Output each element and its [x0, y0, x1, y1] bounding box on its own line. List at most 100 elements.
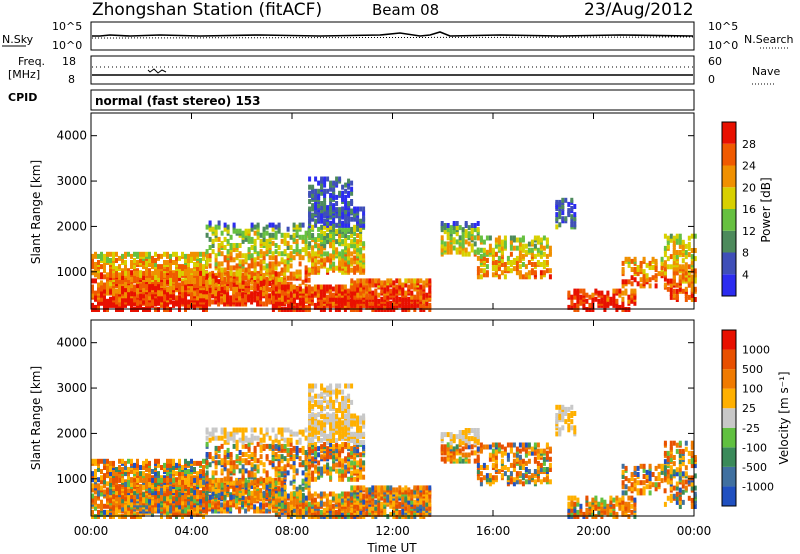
scatter-cell — [184, 469, 187, 474]
scatter-cell — [124, 488, 128, 494]
scatter-cell — [202, 279, 206, 285]
scatter-cell — [286, 253, 290, 259]
scatter-cell — [455, 239, 459, 245]
scatter-cell — [341, 184, 345, 190]
scatter-cell — [175, 279, 179, 285]
scatter-cell — [461, 235, 465, 241]
colorbar-tick-label: 24 — [742, 160, 756, 173]
scatter-cell — [335, 176, 339, 182]
scatter-cell — [621, 300, 625, 306]
scatter-cell — [163, 496, 167, 502]
scatter-cell — [356, 282, 360, 288]
scatter-cell — [214, 488, 218, 494]
scatter-cell — [262, 498, 266, 504]
scatter-cell — [253, 275, 257, 280]
scatter-cell — [311, 224, 315, 230]
scatter-cell — [440, 243, 444, 249]
scatter-cell — [371, 278, 375, 284]
scatter-cell — [573, 216, 577, 222]
scatter-cell — [277, 488, 281, 494]
scatter-cell — [166, 272, 169, 278]
scatter-cell — [136, 462, 139, 468]
scatter-cell — [274, 224, 278, 230]
scatter-cell — [642, 256, 646, 262]
scatter-cell — [187, 460, 190, 466]
scatter-cell — [283, 236, 287, 242]
scatter-cell — [362, 292, 366, 298]
scatter-cell — [94, 483, 97, 489]
scatter-cell — [413, 278, 417, 284]
scatter-cell — [166, 295, 170, 301]
scatter-cell — [217, 251, 221, 257]
scatter-cell — [250, 291, 254, 297]
scatter-cell — [332, 231, 336, 236]
scatter-cell — [142, 498, 146, 504]
scatter-cell — [262, 279, 266, 285]
scatter-cell — [470, 247, 474, 253]
scatter-cell — [142, 287, 146, 293]
scatter-cell — [536, 247, 540, 253]
scatter-cell — [365, 284, 369, 290]
scatter-cell — [503, 235, 507, 241]
scatter-cell — [202, 469, 205, 474]
scatter-cell — [331, 286, 335, 292]
scatter-cell — [217, 454, 221, 460]
scatter-cell — [91, 493, 94, 499]
scatter-cell — [684, 270, 688, 276]
scatter-cell — [443, 223, 447, 228]
scatter-cell — [271, 443, 275, 449]
scatter-cell — [238, 251, 242, 257]
scatter-cell — [142, 511, 145, 517]
scatter-cell — [338, 207, 342, 213]
scatter-cell — [133, 287, 137, 293]
scatter-cell — [175, 500, 179, 506]
scatter-cell — [582, 302, 586, 308]
scatter-cell — [184, 458, 187, 464]
scatter-cell — [564, 216, 568, 222]
scatter-cell — [416, 292, 420, 298]
nave-tick-bottom: 0 — [708, 73, 715, 86]
scatter-cell — [229, 506, 233, 512]
scatter-cell — [142, 299, 146, 305]
scatter-cell — [533, 253, 537, 259]
scatter-cell — [311, 233, 315, 238]
scatter-cell — [232, 265, 236, 271]
scatter-cell — [202, 270, 206, 276]
scatter-cell — [274, 259, 278, 265]
scatter-cell — [169, 253, 172, 259]
scatter-cell — [217, 243, 221, 248]
scatter-cell — [211, 273, 215, 279]
scatter-cell — [570, 197, 574, 203]
scatter-cell — [530, 268, 534, 274]
scatter-cell — [235, 279, 239, 285]
scatter-cell — [449, 235, 453, 241]
scatter-cell — [172, 260, 175, 265]
scatter-cell — [166, 260, 169, 265]
scatter-cell — [166, 477, 170, 483]
scatter-cell — [157, 458, 160, 464]
scatter-cell — [118, 484, 122, 489]
scatter-cell — [139, 285, 143, 291]
scatter-cell — [347, 255, 351, 261]
scatter-cell — [335, 265, 339, 271]
scatter-cell — [648, 265, 652, 270]
scatter-cell — [482, 255, 486, 261]
scatter-cell — [570, 214, 574, 220]
scatter-cell — [567, 208, 571, 214]
scatter-cell — [428, 278, 432, 284]
scatter-cell — [169, 508, 173, 514]
scatter-cell — [256, 291, 260, 297]
scatter-cell — [350, 298, 354, 304]
scatter-cell — [121, 268, 124, 274]
scatter-cell — [350, 251, 354, 257]
scatter-cell — [515, 255, 519, 261]
scatter-cell — [630, 298, 634, 304]
scatter-cell — [112, 272, 116, 278]
scatter-cell — [283, 427, 287, 433]
scatter-cell — [353, 231, 357, 236]
scatter-cell — [232, 486, 236, 492]
scatter-cell — [238, 243, 242, 248]
scatter-cell — [684, 262, 688, 268]
scatter-cell — [256, 435, 260, 441]
scatter-cell — [383, 288, 387, 294]
